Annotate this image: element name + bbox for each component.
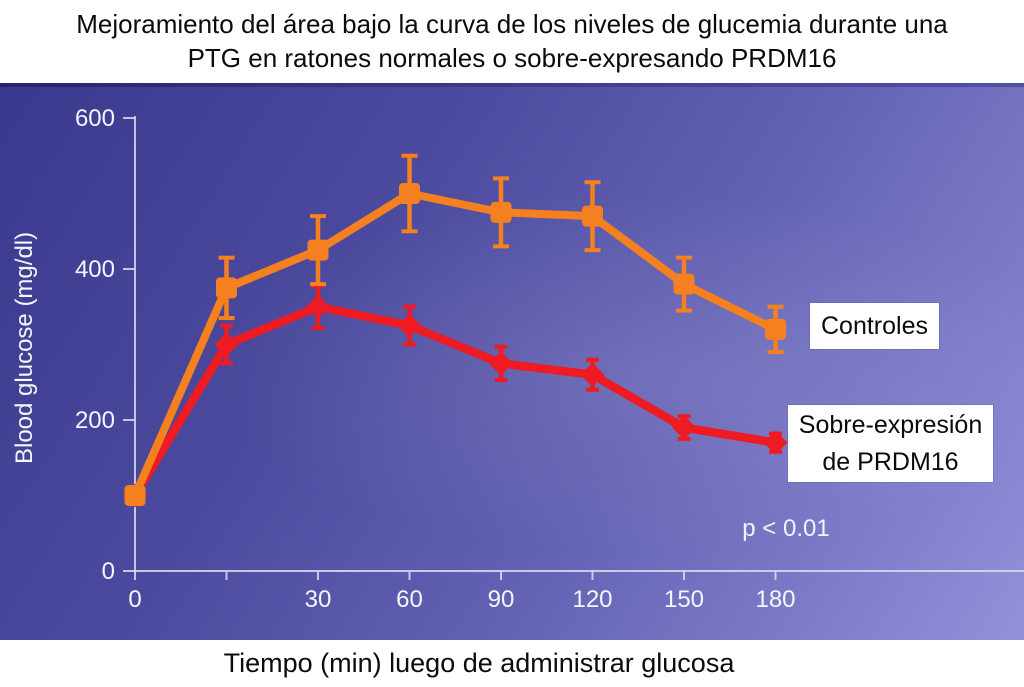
data-marker-square xyxy=(765,318,786,340)
data-marker-square xyxy=(307,239,329,261)
data-marker-diamond xyxy=(305,294,331,319)
x-axis-title: Tiempo (min) luego de administrar glucos… xyxy=(223,648,735,678)
data-marker-diamond xyxy=(397,313,422,338)
chart-top-edge-divider xyxy=(0,83,1024,87)
x-tick-label: 0 xyxy=(128,586,141,613)
slide-title: Mejoramiento del área bajo la curva de l… xyxy=(0,0,1024,83)
x-tick-label: 150 xyxy=(664,586,704,613)
p-value-annotation: p < 0.01 xyxy=(742,515,830,542)
chart-area: 0 200 400 600 0 30 60 90 120 150 180 Blood glucose… xyxy=(0,83,1024,640)
data-marker-square xyxy=(582,205,603,227)
data-marker-square xyxy=(490,201,512,223)
x-tick-label: 90 xyxy=(488,586,515,613)
data-marker-square xyxy=(124,485,146,506)
x-tick-label: 180 xyxy=(755,586,795,613)
x-tick-label: 120 xyxy=(572,586,612,613)
y-tick-label: 200 xyxy=(75,407,115,434)
x-tick-label: 30 xyxy=(305,586,332,613)
x-tick-label: 60 xyxy=(396,586,423,613)
glucose-line-chart: 0 200 400 600 0 30 60 90 120 150 180 xyxy=(75,105,1024,613)
legend-controles: Controles xyxy=(810,303,939,349)
y-tick-label: 600 xyxy=(75,105,115,132)
y-tick-label: 400 xyxy=(75,256,115,283)
data-marker-diamond xyxy=(488,351,514,376)
legend-controles-label: Controles xyxy=(821,311,928,340)
y-axis-title: Blood glucose (mg/dl) xyxy=(11,231,38,465)
data-marker-square xyxy=(673,273,695,295)
y-tick-label: 0 xyxy=(102,558,115,585)
legend-prdm16: Sobre-expresión de PRDM16 xyxy=(788,405,993,482)
series-line-diamond xyxy=(130,302,780,500)
data-marker-diamond xyxy=(214,332,239,357)
data-marker-square xyxy=(216,277,237,299)
data-marker-square xyxy=(399,183,420,204)
x-axis-title-strip: Tiempo (min) luego de administrar glucos… xyxy=(0,640,1024,687)
data-marker-diamond xyxy=(763,430,788,455)
series-line-square xyxy=(131,189,780,500)
